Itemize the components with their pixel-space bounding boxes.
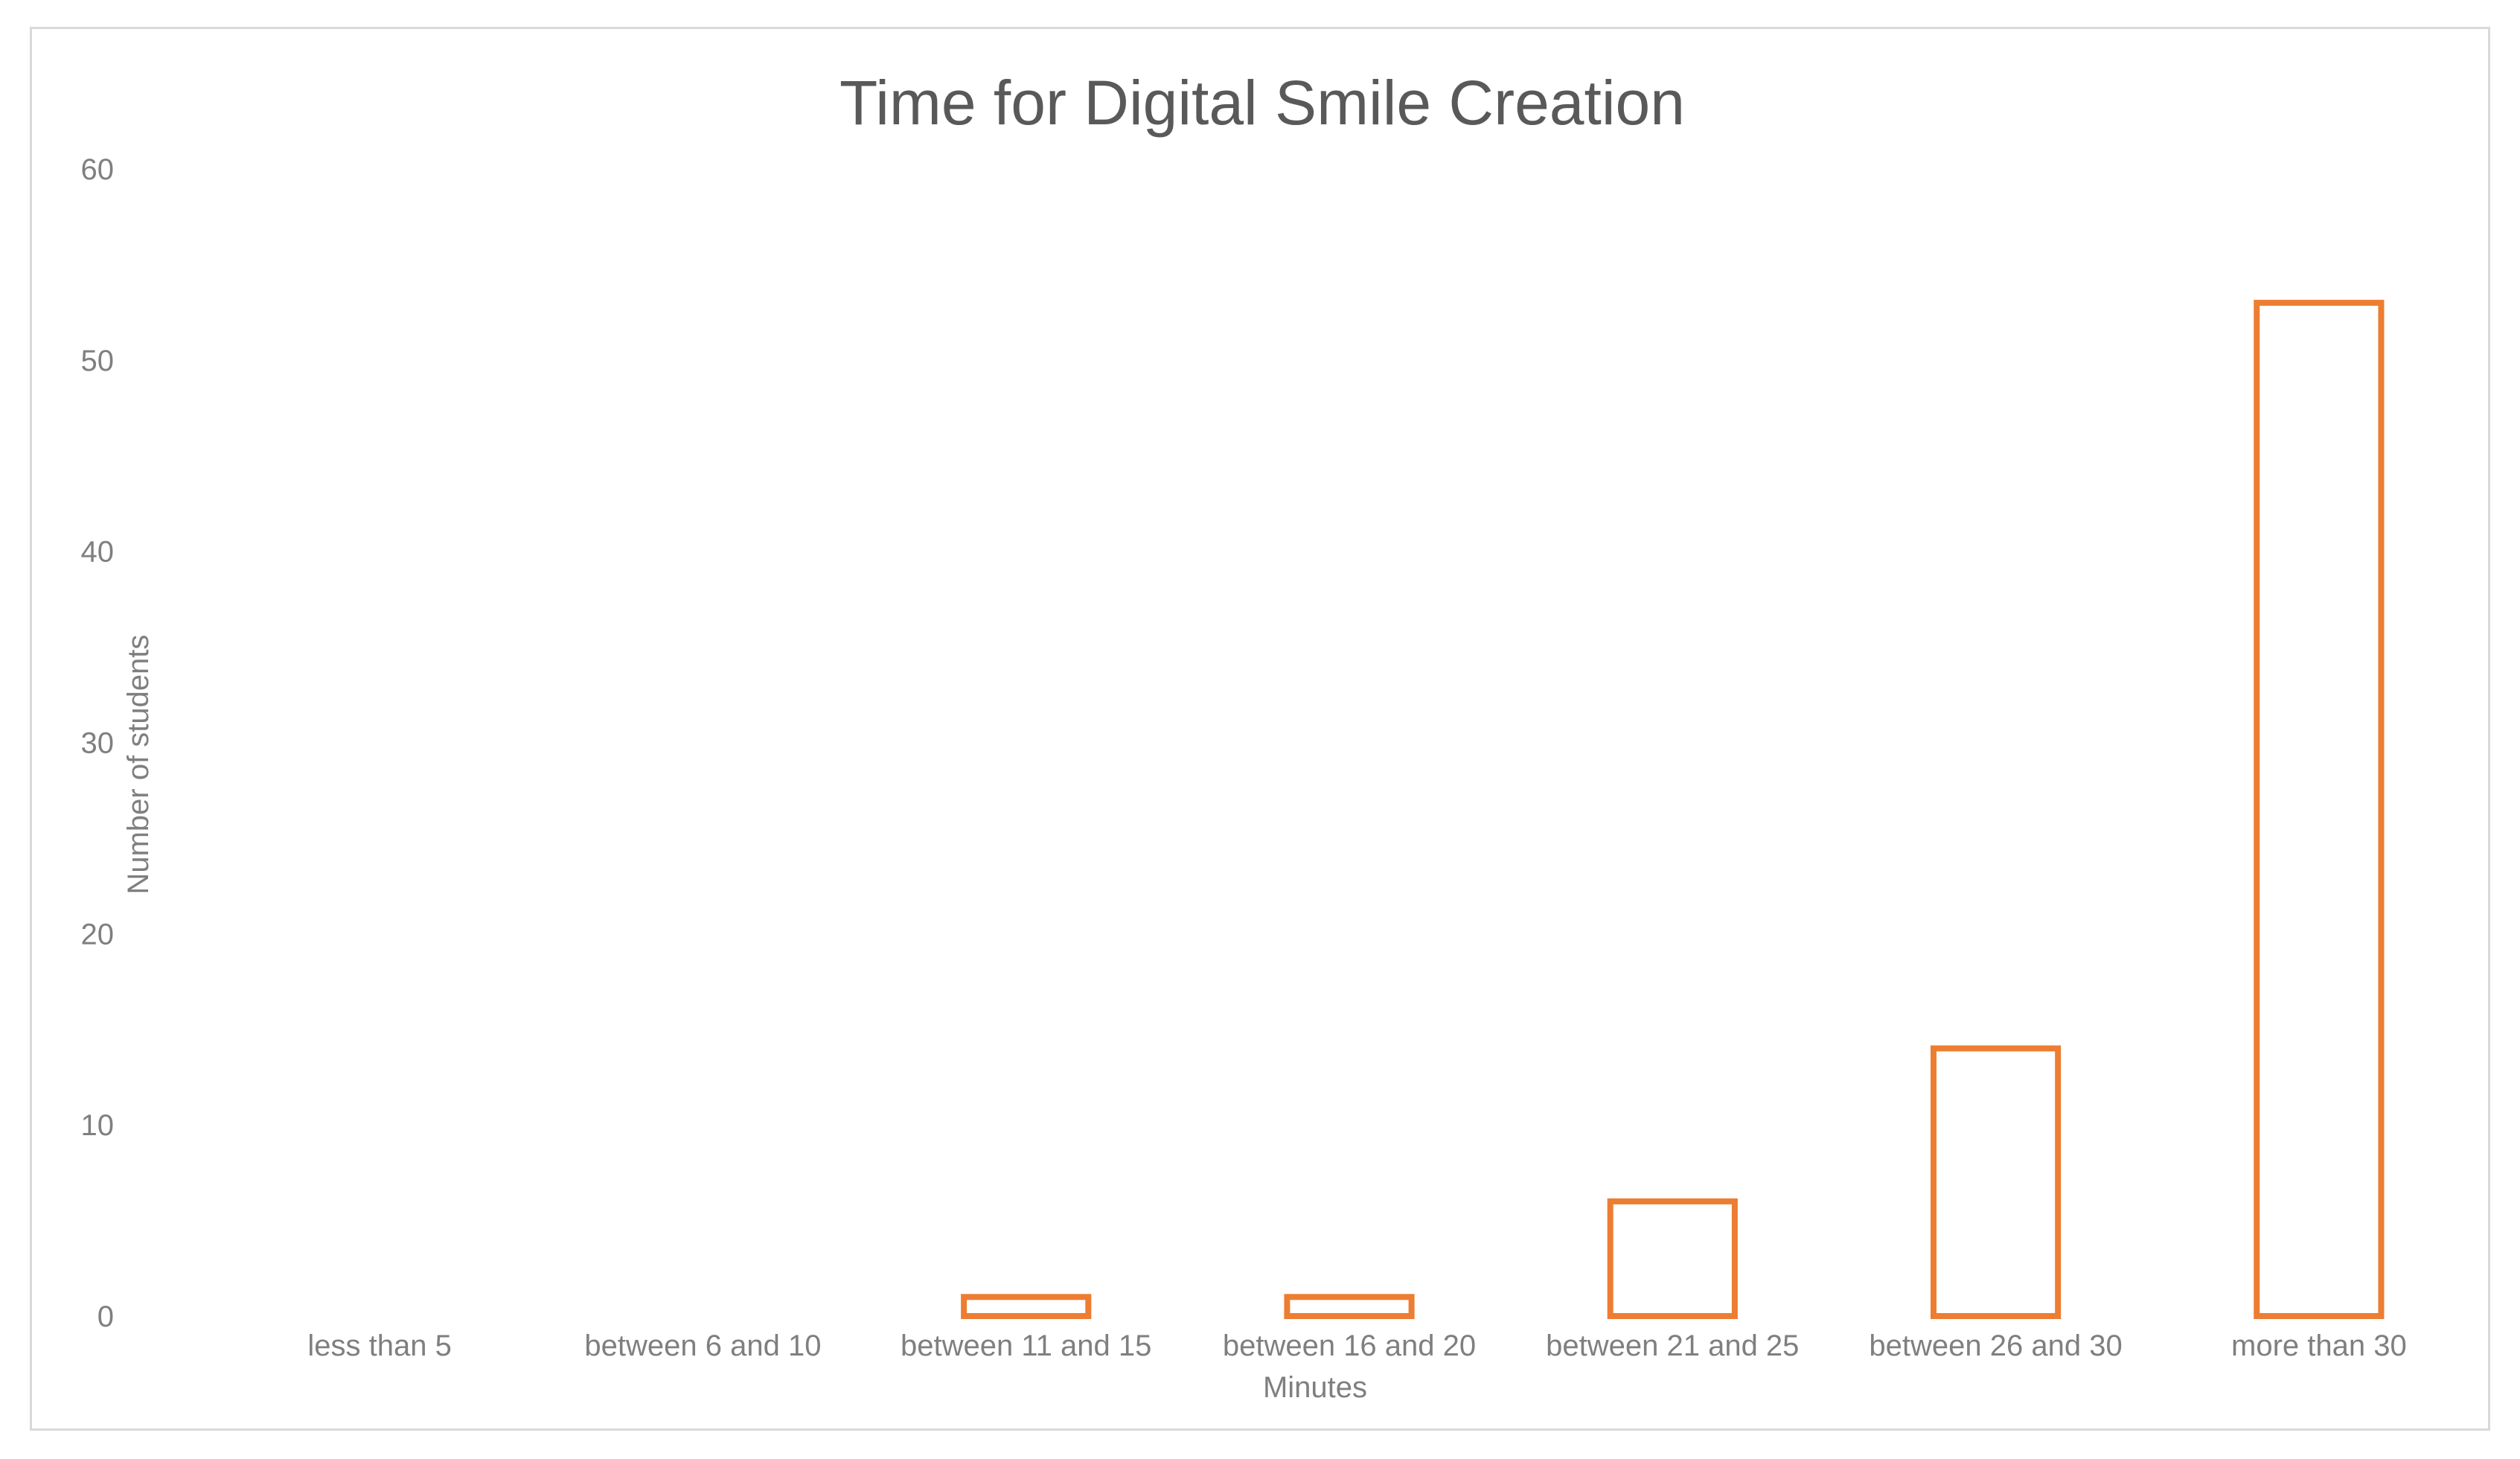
- y-tick-label: 20: [81, 918, 115, 951]
- x-tick-label: between 11 and 15: [901, 1329, 1151, 1362]
- y-tick-label: 10: [81, 1109, 115, 1142]
- y-tick-label: 0: [97, 1300, 114, 1333]
- x-tick-label: more than 30: [2231, 1329, 2407, 1362]
- x-tick-label: less than 5: [307, 1329, 451, 1362]
- y-tick-label: 40: [81, 536, 115, 569]
- y-tick-label: 60: [81, 153, 115, 186]
- bar-chart: Time for Digital Smile Creation 0 10 20 30 4…: [81, 68, 2407, 1404]
- bar: [1284, 1294, 1415, 1319]
- x-tick-label: between 6 and 10: [584, 1329, 821, 1362]
- bar: [1607, 1198, 1738, 1320]
- bar: [1930, 1045, 2062, 1320]
- y-tick-label: 50: [81, 345, 115, 377]
- bar: [2254, 299, 2385, 1319]
- x-axis-ticks: less than 5 between 6 and 10 between 11 an…: [307, 1329, 2406, 1362]
- x-tick-label: between 16 and 20: [1223, 1329, 1476, 1362]
- chart-title: Time for Digital Smile Creation: [840, 68, 1685, 138]
- x-tick-label: between 21 and 25: [1546, 1329, 1799, 1362]
- y-axis-ticks: 0 10 20 30 40 50 60: [81, 153, 115, 1333]
- bars: [961, 299, 2385, 1320]
- chart-area: Time for Digital Smile Creation 0 10 20 30 4…: [30, 27, 2490, 1431]
- bar: [961, 1294, 1092, 1319]
- y-tick-label: 30: [81, 727, 115, 760]
- x-axis-title: Minutes: [1263, 1371, 1367, 1404]
- y-axis-title: Number of students: [122, 634, 155, 894]
- x-tick-label: between 26 and 30: [1869, 1329, 2122, 1362]
